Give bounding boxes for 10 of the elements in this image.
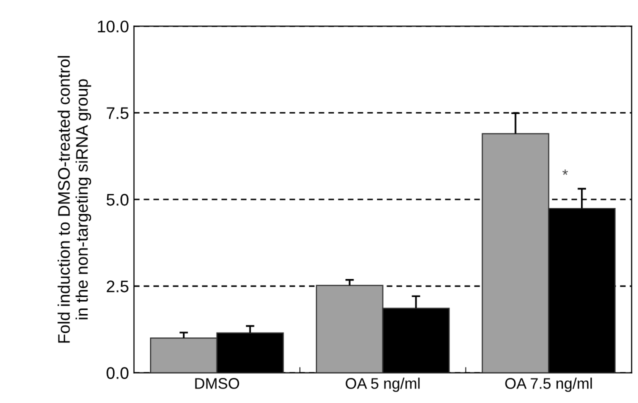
x-tick-label: OA 7.5 ng/ml [505,378,592,392]
y-tick-label: 5.0 [106,194,128,206]
annotation: * [562,170,568,175]
y-tick-label: 0.0 [106,367,128,379]
y-tick-label: 2.5 [106,280,128,292]
y-tick-label: 7.5 [106,107,128,120]
x-tick-label: OA 5 ng/ml [346,378,420,392]
y-axis-title: Fold induction to DMSO-treated control in the non-targeting siRNA group [58,56,92,343]
x-tick-label: DMSO [195,378,240,389]
y-tick-label: 10.0 [98,20,128,32]
